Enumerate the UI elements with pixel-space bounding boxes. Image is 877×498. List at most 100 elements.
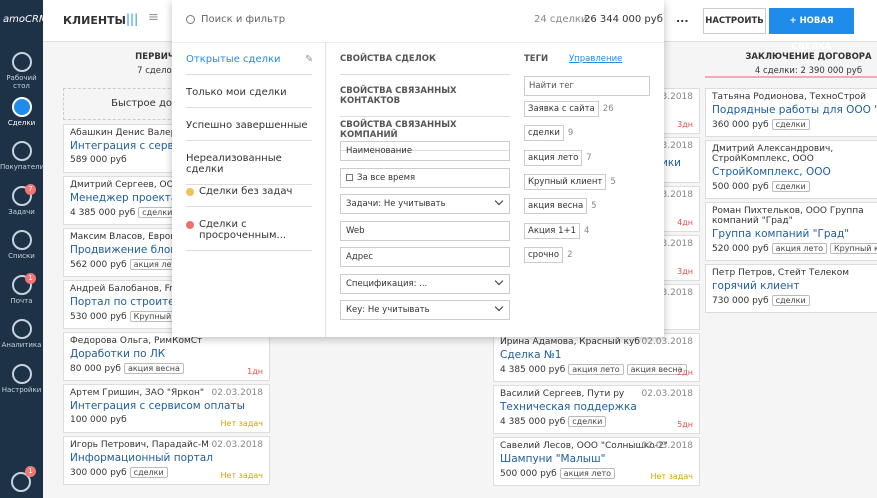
nav-item[interactable]: Почта [0,274,43,305]
filter-preset[interactable]: Открытые сделки [186,54,312,75]
deal-title[interactable]: Доработки по ЛК [70,348,166,360]
filter-field[interactable]: Адрес [340,247,510,267]
contact-name: Петр Петров, Стейт Телеком [712,268,849,278]
view-icon[interactable]: ||| [126,12,139,26]
nav-item[interactable]: Списки [0,230,43,260]
filter-field[interactable]: За все время [340,167,510,188]
nav-item[interactable]: Покупатели [0,141,44,171]
filter-tag[interactable]: акция лето 7 [524,149,592,166]
search-input[interactable]: Поиск и фильтр [201,14,286,25]
deal-title[interactable]: Шампуни "Малыш" [500,453,606,465]
tag-name[interactable]: сделки [524,125,564,142]
deal-price: 730 000 руб [712,296,769,306]
filter-preset[interactable]: Сделки без задач [186,186,312,207]
deal-card[interactable]: Федорова Ольга, РимКомСт Доработки по ЛК 8… [63,332,270,381]
deal-title[interactable]: Менеджер проекта [70,192,178,204]
filter-section: СВОЙСТВА СВЯЗАННЫХ КОМПАНИЙ [340,120,510,151]
task-status: Нет задач [650,472,693,481]
task-status: 5дн [677,420,693,429]
filter-field[interactable]: Задачи: Не учитывать [340,194,510,214]
deal-price: 360 000 руб [712,120,769,130]
tag-name[interactable]: акция весна [524,198,588,215]
logo[interactable]: amoCRM. [3,14,51,25]
more-button[interactable]: ... [676,12,689,25]
deal-title[interactable]: горячий клиент [712,280,800,292]
filter-field[interactable]: Кеу: Не учитывать [340,300,510,320]
deal-card[interactable]: Артем Гришин, ЗАО "Яркон" 02.03.2018 Интег… [63,384,270,433]
tag-name[interactable]: акция лето [524,149,583,166]
deal-title[interactable]: Сделка №1 [500,349,562,361]
nav-item[interactable]: Рабочий стол [0,52,43,90]
nav-item[interactable]: Настройки [0,363,43,394]
column-header: ЗАКЛЮЧЕНИЕ ДОГОВОРА [705,52,877,78]
nav-icon [11,363,32,384]
edit-icon[interactable]: ✎ [305,54,314,65]
nav-icon [11,230,32,250]
tag-name[interactable]: Заявка с сайта [524,101,599,117]
tag-count: 5 [610,176,616,187]
deal-card[interactable]: Игорь Петрович, Парадайс-М 02.03.2018 Инфо… [63,436,270,485]
contact-name: Артем Гришин, ЗАО "Яркон" [70,388,204,398]
tag-name[interactable]: Акция 1+1 [524,222,581,239]
deal-footer: 100 000 руб [70,415,263,429]
tags-manage-link[interactable]: Управление [569,54,623,64]
deal-price: 500 000 руб [500,469,557,479]
deal-footer: 4 385 000 руб сделки [500,416,693,430]
filter-field[interactable]: Спецификация: ... [340,273,510,294]
deal-title[interactable]: Группа компаний "Град" [712,228,850,240]
deal-card[interactable]: Татьяна Родионова, ТехноСтрой Подрядные р… [705,88,877,137]
deal-title[interactable]: Техническая поддержка [500,401,637,413]
deal-tag: сделки [771,295,810,306]
deal-title[interactable]: Интеграция с сервисом [70,140,201,152]
contact-name: Савелий Лесов, ООО "Солнышко-2" [500,441,668,451]
tag-name[interactable]: Крупный клиент [524,173,607,190]
settings-button[interactable]: НАСТРОИТЬ [703,8,766,34]
nav-icon [11,96,32,117]
deal-card[interactable]: Роман Пихтельков, ООО Группа компаний "Г… [705,202,877,261]
deal-card[interactable]: Ирина Адамова, Красный куб 02.03.2018 Сдел… [493,333,700,382]
filter-preset[interactable]: Успешно завершенные [186,120,312,141]
deal-price: 4 385 000 руб [70,208,136,218]
column-summary: 4 сделки: 2 390 000 руб [754,66,863,76]
deal-title[interactable]: Интеграция с сервисом оплаты [70,400,245,412]
column-cards: Татьяна Родионова, ТехноСтрой Подрядные р… [705,88,877,316]
deal-tag: акция лето [568,364,624,375]
filter-tag[interactable]: срочно 2 [524,246,572,263]
deal-tag: акция весна [626,364,687,375]
new-deal-button[interactable]: + НОВАЯ СДЕЛКА [769,8,854,52]
task-status: 3дн [677,120,693,129]
deal-title[interactable]: Продвижение блога [70,244,183,256]
filter-preset[interactable]: Нереализованные сделки [186,153,312,185]
filter-tag[interactable]: Заявка с сайта 26 [524,101,614,117]
filter-preset[interactable]: Сделки с просроченным... [186,219,312,251]
deal-title[interactable]: Информационный портал [70,452,213,464]
filter-tag[interactable]: акция весна 5 [524,198,597,215]
deal-tag: акция лето [559,468,615,479]
deal-title[interactable]: СтройКомплекс, ООО [712,166,831,178]
chat-icon[interactable] [11,472,31,492]
tag-search[interactable]: Найти тег [524,76,650,96]
filter-preset[interactable]: Только мои сделки [186,87,312,108]
deal-card[interactable]: Петр Петров, Стейт Телеком горячий клиент… [705,264,877,313]
contact-name: Федорова Ольга, РимКомСт [70,336,203,346]
contact-name: Андрей Балобанов, Fresh L [70,284,197,294]
nav-item[interactable]: Задачи [0,185,43,216]
deal-card[interactable]: Василий Сергеев, Пути ру 02.03.2018 Технич… [493,385,700,434]
filter-tag[interactable]: Акция 1+1 4 [524,222,589,239]
filter-field[interactable]: Наименование [340,141,510,161]
deal-date: 02.03.2018 [641,389,693,399]
deal-price: 100 000 руб [70,415,127,425]
deal-title[interactable]: Подрядные работы для ООО "Техносфера" [712,104,877,116]
deal-tag: сделки [771,119,810,130]
tag-name[interactable]: срочно [524,246,564,263]
nav-item[interactable]: Аналитика [0,319,43,349]
deal-card[interactable]: Дмитрий Александрович, СтройКомплекс, ОО… [705,140,877,199]
deal-price: 500 000 руб [712,182,769,192]
nav-item[interactable]: Сделки [0,96,43,127]
filter-field[interactable]: Web [340,220,510,241]
list-icon[interactable]: ≡ [148,10,159,25]
deal-card[interactable]: Савелий Лесов, ООО "Солнышко-2" 02.03.201… [493,437,700,486]
filter-tag[interactable]: Крупный клиент 5 [524,173,616,190]
filter-tag[interactable]: сделки 9 [524,125,573,142]
contact-name: Дмитрий Александрович, СтройКомплекс, ОО… [712,144,834,164]
